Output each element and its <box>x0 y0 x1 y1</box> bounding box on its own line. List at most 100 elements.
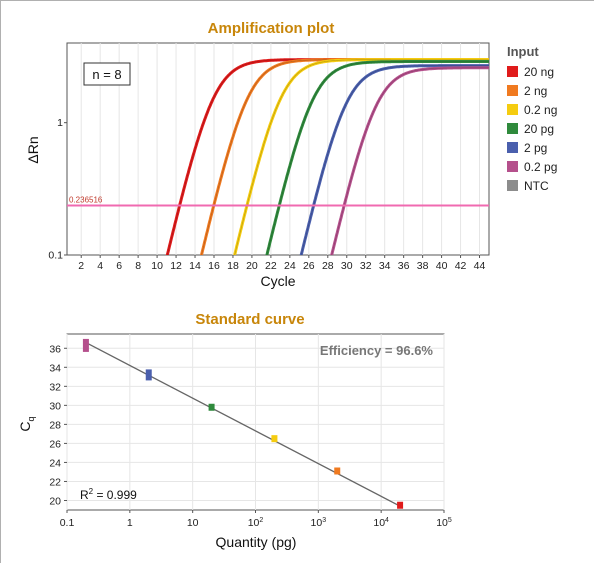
amplification-curve <box>265 60 489 255</box>
legend-title: Input <box>507 44 539 59</box>
standard-curve-plot: Standard curve 0.1 1 10 102 103 104 105 20 22 24… <box>17 311 452 550</box>
amp-x-tick-label: 30 <box>341 260 353 272</box>
legend-label: 2 pg <box>524 141 547 155</box>
sample-count-box <box>83 62 131 86</box>
amp-x-tick-label: 18 <box>227 260 239 272</box>
amp-x-tick-label: 40 <box>436 260 448 272</box>
amp-x-tick-label: 26 <box>303 260 315 272</box>
standard-curve-points <box>82 338 404 509</box>
legend-items: 20 ng 2 ng 0.2 ng 20 pg 2 pg 0.2 pg NTC <box>507 65 557 193</box>
amplification-y-axis-label: ΔRn <box>25 136 41 163</box>
amp-x-tick-label: 42 <box>455 260 467 272</box>
std-x-tick-label: 105 <box>436 517 452 529</box>
std-x-tick-label: 104 <box>373 517 389 529</box>
std-x-tick-label: 1 <box>127 517 133 529</box>
legend-swatch <box>507 85 518 96</box>
legend-swatch <box>507 161 518 172</box>
amp-x-tick-label: 12 <box>170 260 182 272</box>
legend-swatch <box>507 104 518 115</box>
standard-curve-y-axis-label: Cq <box>17 416 36 431</box>
std-y-tick-label: 26 <box>49 438 61 450</box>
std-y-tick-label: 34 <box>49 362 61 374</box>
amp-x-tick-label: 24 <box>284 260 296 272</box>
legend: Input 20 ng 2 ng 0.2 ng 20 pg 2 pg 0.2 pg NTC <box>507 44 557 193</box>
standard-curve-y-ticks: 20 22 24 26 28 30 32 34 36 <box>49 343 67 507</box>
amp-y-tick-label: 0.1 <box>48 250 63 262</box>
r-squared-exponent: 2 <box>89 487 94 496</box>
standard-curve-point <box>271 435 278 443</box>
amp-x-tick-label: 8 <box>135 260 141 272</box>
amp-x-tick-label: 32 <box>360 260 372 272</box>
amp-x-tick-label: 38 <box>417 260 429 272</box>
legend-label: 20 ng <box>524 65 554 79</box>
amplification-curve-replicate <box>300 65 489 255</box>
legend-label: 2 ng <box>524 84 547 98</box>
std-y-tick-label: 24 <box>49 457 61 469</box>
legend-label: NTC <box>524 179 549 193</box>
std-x-tick-label: 103 <box>311 517 327 529</box>
legend-swatch <box>507 180 518 191</box>
amplification-plot-title: Amplification plot <box>208 20 335 37</box>
amp-x-tick-label: 28 <box>322 260 334 272</box>
amp-x-tick-label: 20 <box>246 260 258 272</box>
std-y-tick-label: 36 <box>49 343 61 355</box>
efficiency-annotation: Efficiency = 96.6% <box>320 343 434 358</box>
standard-curve-point <box>334 467 341 475</box>
std-y-tick-label: 32 <box>49 381 61 393</box>
amplification-curve-replicate <box>266 61 489 255</box>
standard-curve-x-axis-label: Quantity (pg) <box>216 534 297 550</box>
amp-x-tick-label: 36 <box>398 260 410 272</box>
amplification-x-axis-label: Cycle <box>260 273 295 289</box>
amplification-y-ticks: 0.11 <box>48 117 67 262</box>
std-x-tick-label: 0.1 <box>60 517 75 529</box>
r-squared-symbol: R <box>80 488 89 502</box>
threshold-value-label: 0.236516 <box>69 196 103 205</box>
std-x-tick-label: 10 <box>187 517 199 529</box>
legend-swatch <box>507 142 518 153</box>
amplification-curve <box>233 58 489 255</box>
amp-x-tick-label: 34 <box>379 260 391 272</box>
legend-label: 20 pg <box>524 122 554 136</box>
threshold-line-group: 0.236516 <box>67 196 489 207</box>
amplification-grid <box>80 43 481 255</box>
amp-x-tick-label: 22 <box>265 260 277 272</box>
amp-y-tick-label: 1 <box>57 117 63 129</box>
standard-curve-point <box>82 338 89 352</box>
std-y-tick-label: 30 <box>49 400 61 412</box>
legend-label: 0.2 ng <box>524 103 557 117</box>
amplification-x-ticks: 2 4 6 8 10 12 14 16 18 20 22 24 26 28 30 32 34 36 38 40 42 44 <box>78 255 486 272</box>
sample-count-label: n = 8 <box>92 67 121 82</box>
amplification-plot-area <box>66 42 490 256</box>
standard-curve-x-ticks: 0.1 1 10 102 103 104 105 <box>60 510 452 529</box>
amp-x-tick-label: 10 <box>151 260 163 272</box>
amp-x-tick-label: 6 <box>116 260 122 272</box>
amp-x-tick-label: 44 <box>474 260 486 272</box>
standard-curve-point <box>145 369 152 381</box>
standard-curve-point <box>208 403 215 411</box>
amp-x-tick-label: 4 <box>97 260 103 272</box>
r-squared-annotation: R2 = 0.999 <box>80 487 137 502</box>
amplification-curve-replicate <box>331 67 489 255</box>
legend-swatch <box>507 66 518 77</box>
standard-curve-grid <box>66 334 445 510</box>
amp-x-tick-label: 16 <box>208 260 220 272</box>
amplification-plot: Amplification plot 0.236516 2 4 6 8 10 12 14 16… <box>25 20 490 289</box>
standard-curve-title: Standard curve <box>195 311 304 328</box>
standard-curve-point <box>397 501 404 509</box>
std-y-tick-label: 28 <box>49 419 61 431</box>
amplification-curve <box>299 64 489 255</box>
std-y-tick-label: 20 <box>49 495 61 507</box>
std-x-tick-label: 102 <box>248 517 264 529</box>
r-squared-value: = 0.999 <box>93 488 137 502</box>
amplification-curves <box>165 58 489 255</box>
legend-swatch <box>507 123 518 134</box>
legend-label: 0.2 pg <box>524 160 557 174</box>
fit-line-group <box>85 341 401 507</box>
amplification-curve <box>330 66 489 255</box>
amp-x-tick-label: 14 <box>189 260 201 272</box>
std-y-tick-label: 22 <box>49 476 61 488</box>
amp-x-tick-label: 2 <box>78 260 84 272</box>
amplification-curve-replicate <box>234 59 489 255</box>
fit-line <box>85 341 401 507</box>
